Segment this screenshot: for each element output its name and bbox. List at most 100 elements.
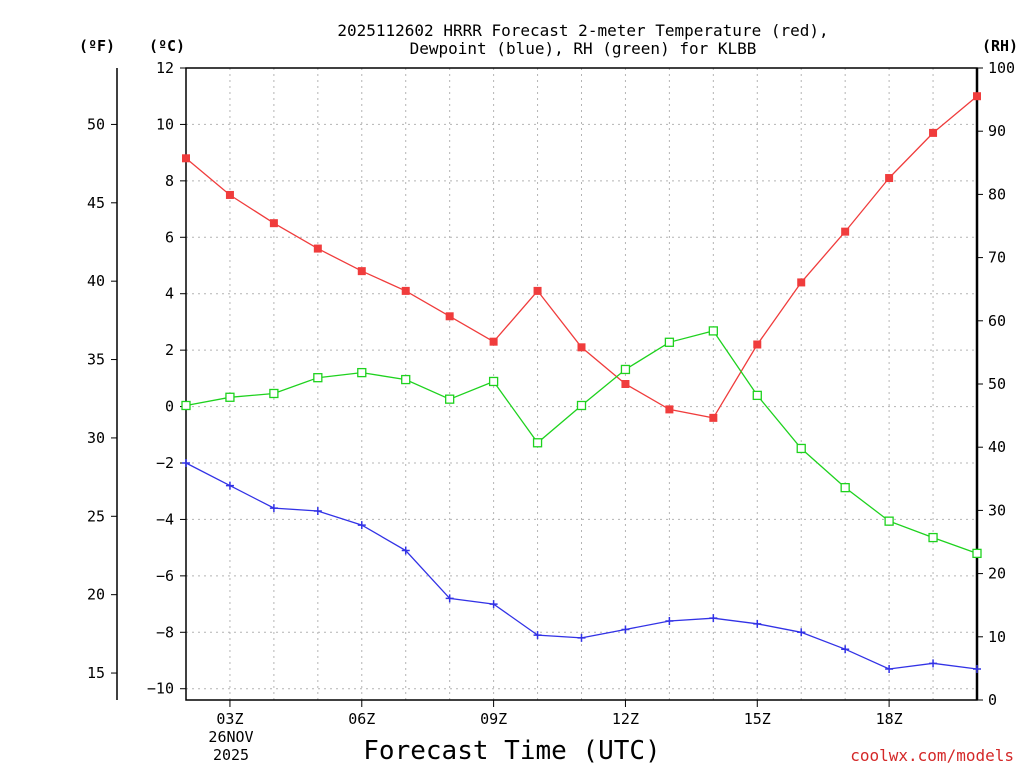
celsius-tick-label: 2 <box>165 341 174 359</box>
temperature-point <box>621 380 630 388</box>
dewpoint-point <box>973 664 981 673</box>
temperature-point <box>753 340 762 349</box>
dewpoint-point <box>357 521 366 530</box>
celsius-tick-label: 0 <box>165 398 174 416</box>
rh-tick-label: 100 <box>988 59 1015 77</box>
dewpoint-point <box>313 506 322 515</box>
temperature-point <box>182 154 190 163</box>
fahrenheit-unit-label: (ºF) <box>79 37 115 55</box>
temperature-point <box>885 174 894 183</box>
data-series <box>181 92 982 673</box>
celsius-unit-label: (ºC) <box>149 37 185 55</box>
rh-tick-label: 60 <box>988 312 1006 330</box>
x-tick-label: 15Z <box>744 710 771 728</box>
dewpoint-point <box>401 546 410 555</box>
rh-point <box>796 443 806 454</box>
date-label-day: 26NOV <box>208 728 253 746</box>
axes: −10 −8 −6 −4 −2 0 2 4 6 8 10 12 15 20 25 30 35 40 45 50 0 10 2… <box>87 59 1015 728</box>
rh-tick-label: 70 <box>988 249 1006 267</box>
dewpoint-point <box>621 625 630 634</box>
rh-tick-label: 50 <box>988 375 1006 393</box>
temperature-point <box>577 343 586 352</box>
dewpoint-point <box>753 619 762 628</box>
dewpoint-point <box>489 600 498 609</box>
x-tick-label: 18Z <box>876 710 903 728</box>
temperature-point <box>225 190 234 199</box>
rh-unit-label: (RH) <box>982 37 1018 55</box>
celsius-tick-label: 10 <box>156 115 174 133</box>
grid-lines <box>186 68 977 700</box>
rh-tick-label: 90 <box>988 122 1006 140</box>
rh-point <box>576 400 587 411</box>
rh-point <box>664 337 675 347</box>
temperature-point <box>797 278 806 287</box>
chart-title-line2: Dewpoint (blue), RH (green) for KLBB <box>410 39 757 58</box>
rh-tick-label: 80 <box>988 185 1006 203</box>
source-credit: coolwx.com/models <box>850 746 1014 765</box>
rh-point <box>532 438 543 448</box>
rh-point <box>884 516 894 526</box>
celsius-tick-label: −2 <box>156 454 174 472</box>
dewpoint-point <box>269 504 278 513</box>
temperature-point <box>445 312 454 321</box>
rh-point <box>840 482 850 493</box>
rh-line <box>185 330 978 555</box>
temperature-point <box>533 286 542 295</box>
dewpoint-point <box>182 459 190 467</box>
rh-point <box>708 326 718 336</box>
fahrenheit-tick-label: 50 <box>87 115 105 133</box>
rh-point <box>269 388 279 399</box>
rh-tick-label: 0 <box>988 691 997 709</box>
dewpoint-point <box>797 628 806 637</box>
rh-point <box>225 392 235 402</box>
celsius-tick-label: 12 <box>156 59 174 77</box>
dewpoint-point <box>885 664 894 673</box>
temperature-point <box>841 227 850 236</box>
celsius-tick-label: 8 <box>165 172 174 190</box>
chart-title-line1: 2025112602 HRRR Forecast 2-meter Tempera… <box>337 21 828 40</box>
dewpoint-point <box>225 481 234 490</box>
date-label-year: 2025 <box>213 746 249 764</box>
celsius-tick-label: 6 <box>165 228 174 246</box>
celsius-tick-label: −10 <box>147 680 174 698</box>
rh-tick-label: 30 <box>988 501 1006 519</box>
fahrenheit-tick-label: 40 <box>87 272 105 290</box>
x-tick-label: 09Z <box>480 710 507 728</box>
celsius-tick-label: −8 <box>156 623 174 641</box>
dewpoint-point <box>709 614 718 623</box>
plot-frame <box>185 67 978 701</box>
rh-point <box>313 373 323 383</box>
temperature-point <box>269 219 278 228</box>
dewpoint-point <box>445 594 454 603</box>
dewpoint-point <box>665 617 674 625</box>
temperature-point <box>357 267 366 276</box>
temperature-point <box>489 337 498 346</box>
x-tick-label: 03Z <box>216 710 243 728</box>
x-tick-label: 06Z <box>348 710 375 728</box>
rh-point <box>401 374 411 385</box>
fahrenheit-tick-label: 45 <box>87 194 105 212</box>
celsius-tick-label: −6 <box>156 567 174 585</box>
x-axis-title: Forecast Time (UTC) <box>363 736 660 766</box>
temperature-point <box>401 286 410 295</box>
rh-point <box>488 376 499 387</box>
rh-tick-label: 40 <box>988 438 1006 456</box>
fahrenheit-tick-label: 35 <box>87 351 105 369</box>
temperature-point <box>973 92 981 101</box>
rh-point <box>620 364 631 375</box>
dewpoint-point <box>577 633 586 642</box>
rh-point <box>928 532 938 543</box>
rh-point <box>972 548 982 559</box>
x-tick-label: 12Z <box>612 710 639 728</box>
rh-point <box>357 367 367 378</box>
fahrenheit-tick-label: 20 <box>87 586 105 604</box>
dewpoint-point <box>929 659 938 668</box>
temperature-point <box>665 405 674 414</box>
rh-tick-label: 10 <box>988 628 1006 646</box>
temperature-point <box>709 413 718 422</box>
fahrenheit-tick-label: 25 <box>87 507 105 525</box>
rh-point <box>752 390 762 401</box>
dewpoint-point <box>841 645 850 654</box>
celsius-tick-label: −4 <box>156 510 174 528</box>
